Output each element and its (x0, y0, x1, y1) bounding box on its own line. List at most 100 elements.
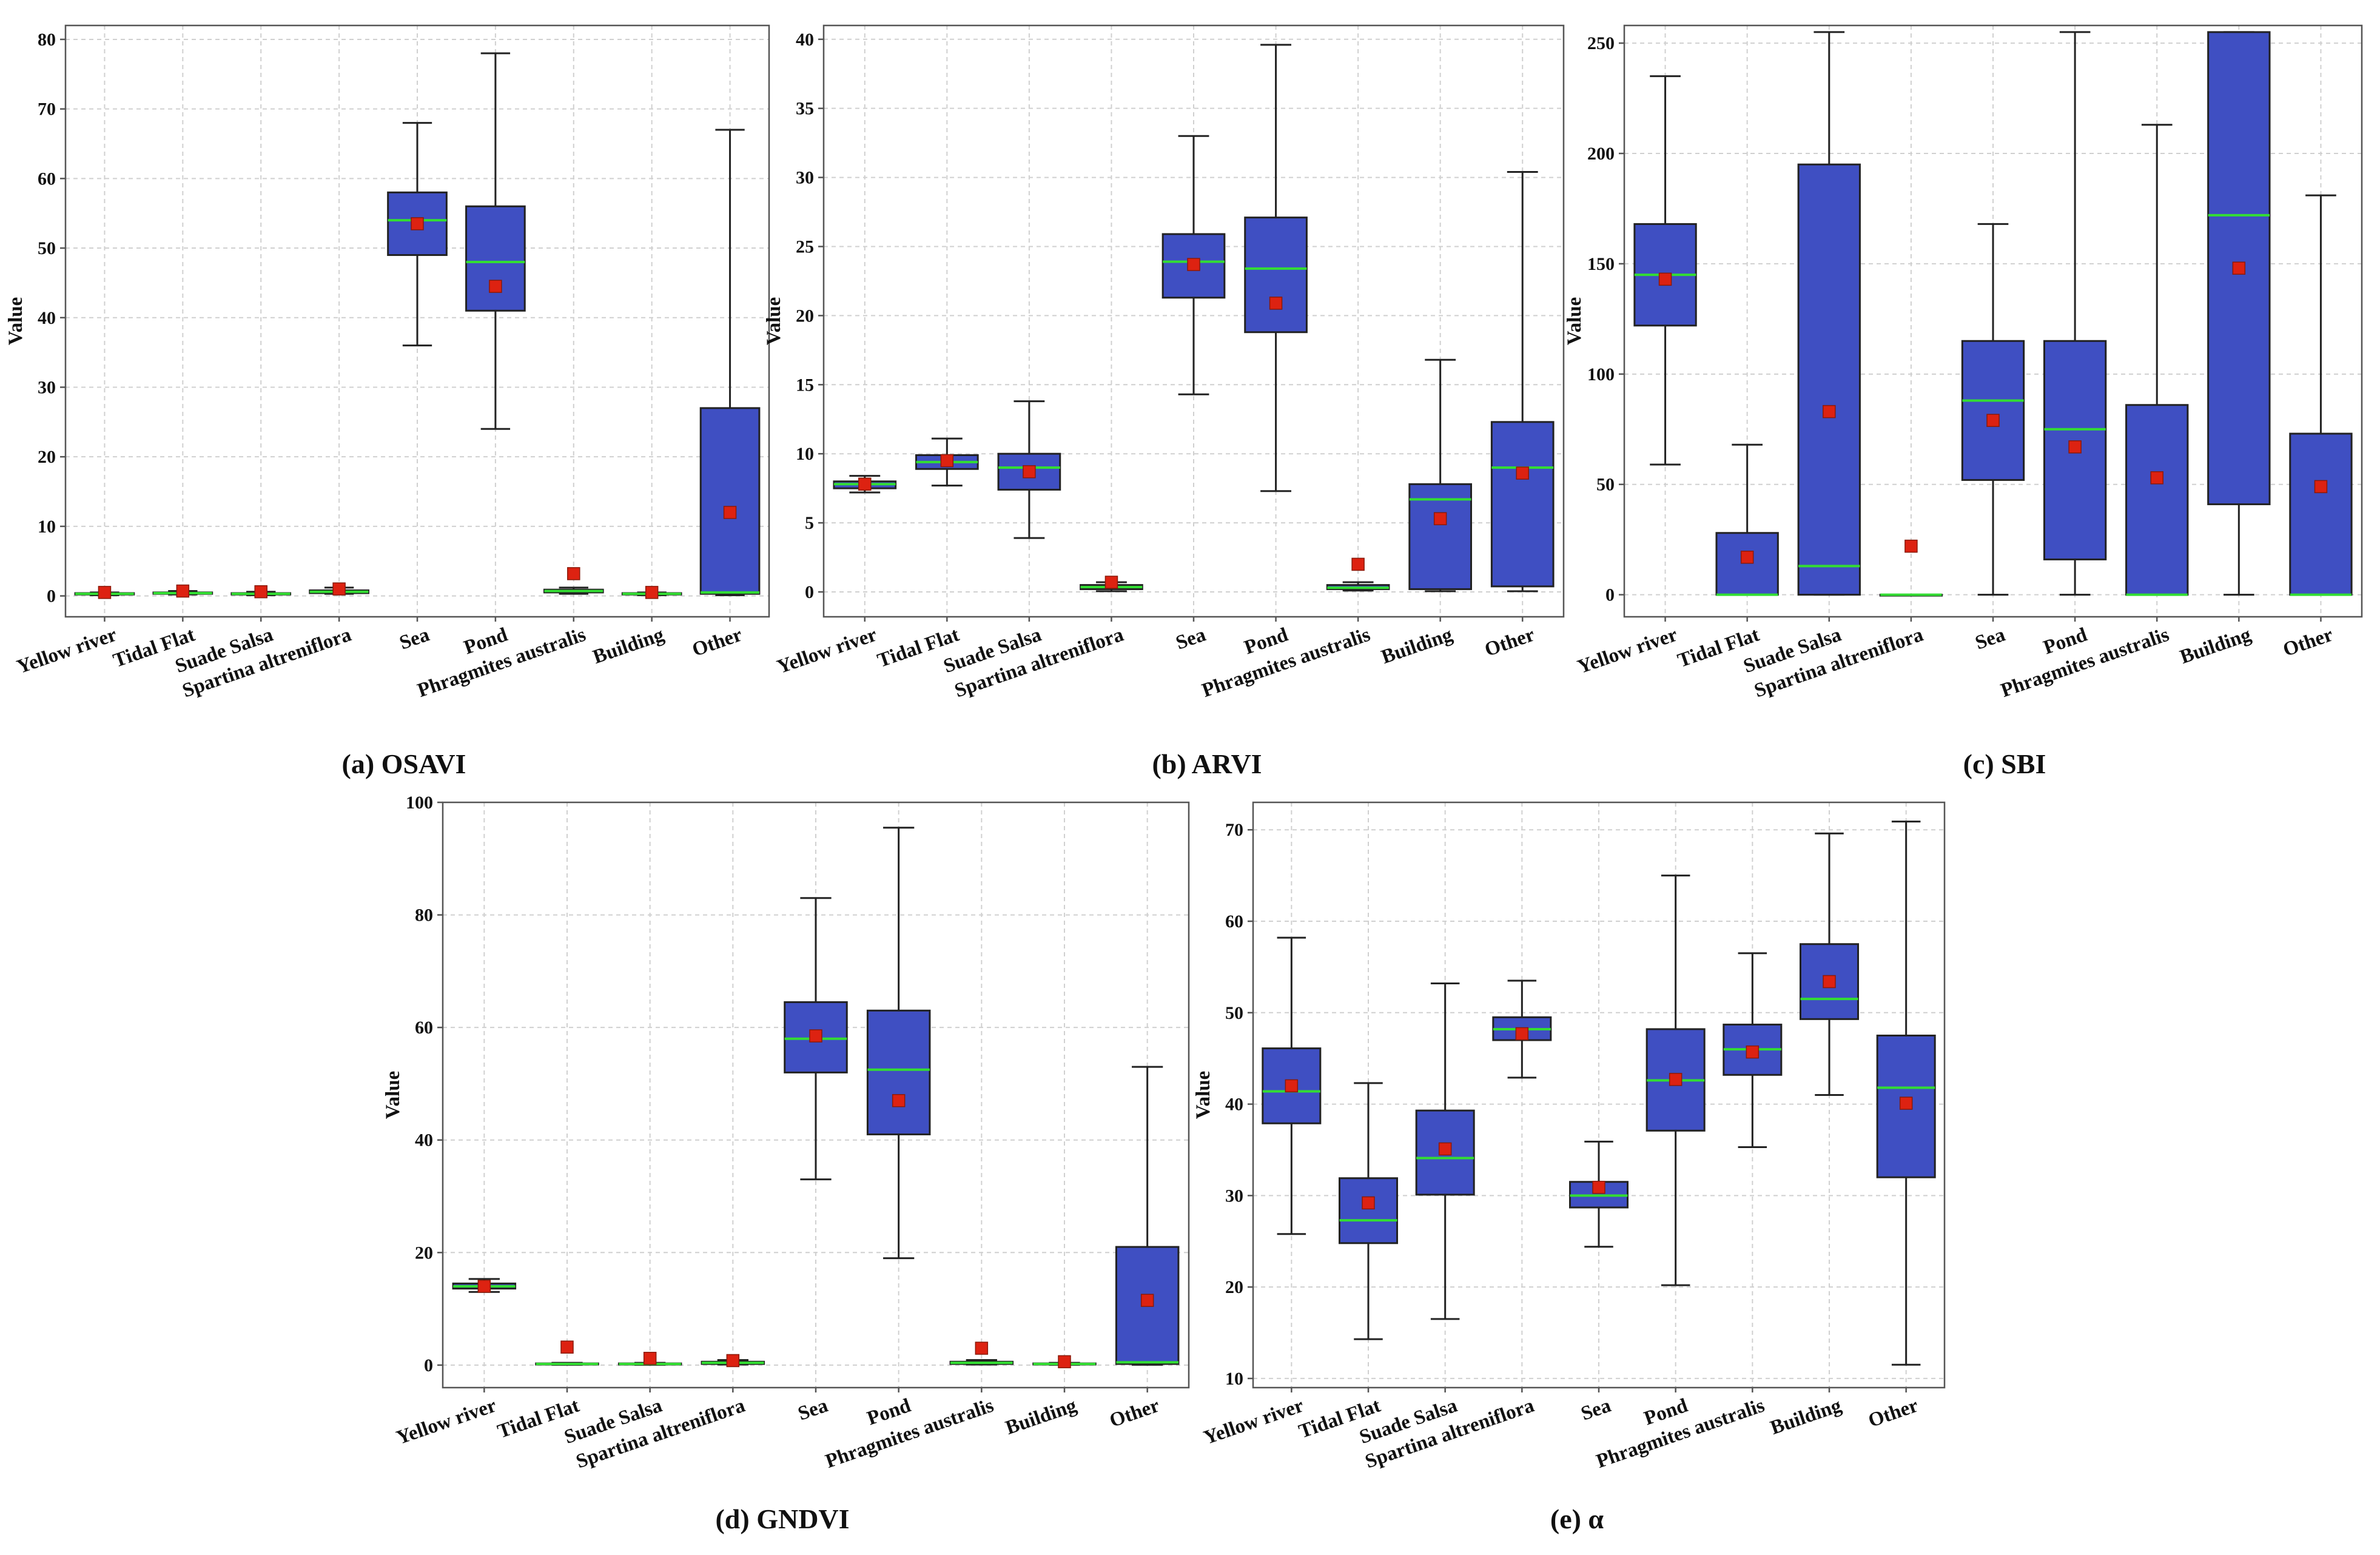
mean-marker (1104, 576, 1118, 589)
y-tick-label: 100 (1587, 364, 1615, 385)
x-category-label: Other (1866, 1395, 1921, 1432)
y-tick-label: 0 (424, 1355, 433, 1375)
y-tick-label: 10 (1225, 1369, 1243, 1389)
mean-marker (1823, 405, 1836, 418)
panel-caption: (d) GNDVI (715, 1503, 849, 1534)
x-category-label: Yellow river (775, 624, 880, 679)
x-category-label: Sea (1578, 1395, 1614, 1425)
y-axis-label: Value (1564, 297, 1585, 345)
box-sea (387, 122, 448, 347)
mean-marker (2232, 261, 2246, 275)
y-tick-label: 200 (1587, 144, 1615, 164)
iqr-box (1715, 532, 1779, 596)
box-sea (1961, 223, 2025, 596)
y-tick-label: 60 (415, 1018, 433, 1038)
box-phragmites-australis (543, 567, 604, 595)
x-category-label: Building (1003, 1394, 1080, 1439)
y-tick-label: 100 (406, 793, 433, 813)
x-category-label: Sea (1972, 624, 2008, 654)
iqr-box (465, 205, 526, 312)
mean-marker (809, 1029, 822, 1043)
box-pond (465, 52, 526, 430)
y-tick-label: 250 (1587, 33, 1615, 53)
box-tidal-flat (1339, 1082, 1398, 1340)
panel-caption: (e) α (1550, 1503, 1604, 1534)
mean-marker (2314, 480, 2328, 494)
y-tick-label: 20 (1225, 1277, 1243, 1297)
x-category-label: Sea (795, 1395, 831, 1425)
box-yellow-river (1262, 936, 1322, 1235)
box-tidal-flat (152, 584, 213, 598)
mean-marker (1986, 414, 2000, 427)
mean-marker (1058, 1355, 1071, 1369)
x-category-label: Sea (397, 624, 432, 654)
x-category-label: Yellow river (1201, 1395, 1306, 1449)
y-tick-label: 20 (796, 306, 814, 326)
iqr-box (1339, 1177, 1398, 1244)
mean-marker (975, 1342, 989, 1355)
y-tick-label: 150 (1587, 254, 1615, 274)
mean-marker (2068, 440, 2082, 454)
box-spartina-altreniflora (1879, 539, 1943, 597)
box-building (1032, 1355, 1097, 1369)
mean-marker (892, 1094, 906, 1107)
box-yellow-river (74, 586, 135, 599)
box-pond (2043, 31, 2107, 596)
x-category-label: Building (2177, 623, 2254, 668)
mean-marker (1285, 1079, 1299, 1093)
mean-marker (411, 217, 424, 230)
y-tick-label: 80 (415, 905, 433, 925)
y-tick-label: 40 (415, 1130, 433, 1150)
y-tick-label: 80 (38, 30, 56, 50)
mean-marker (1899, 1097, 1913, 1110)
box-spartina-altreniflora (1080, 576, 1143, 593)
box-yellow-river (833, 475, 897, 494)
mean-marker (1823, 975, 1836, 989)
box-spartina-altreniflora (701, 1354, 765, 1368)
y-tick-label: 35 (796, 99, 814, 119)
mean-marker (1269, 297, 1283, 310)
iqr-box (1797, 163, 1861, 596)
x-category-label: Building (1379, 623, 1456, 668)
mean-marker (645, 586, 659, 599)
box-building (621, 586, 682, 599)
box-yellow-river (1633, 75, 1697, 466)
iqr-box (866, 1009, 931, 1135)
mean-marker (1658, 272, 1672, 286)
box-yellow-river (452, 1278, 517, 1293)
y-tick-label: 40 (796, 30, 814, 50)
box-other (2289, 194, 2353, 596)
box-suade-salsa (1797, 31, 1861, 596)
mean-marker (489, 280, 502, 293)
mean-marker (1023, 465, 1036, 479)
box-pond (1244, 44, 1308, 492)
y-tick-label: 30 (38, 377, 56, 397)
y-tick-label: 20 (38, 447, 56, 467)
y-tick-label: 50 (1596, 475, 1615, 495)
box-other (699, 129, 761, 596)
x-category-label: Yellow river (1575, 624, 1680, 679)
mean-marker (1746, 1045, 1760, 1059)
panel-caption: (c) SBI (1963, 748, 2046, 779)
panel-caption: (b) ARVI (1152, 748, 1262, 779)
iqr-box (1244, 217, 1308, 334)
iqr-box (1415, 1109, 1475, 1196)
mean-marker (254, 585, 267, 599)
mean-marker (1592, 1181, 1605, 1194)
y-tick-label: 10 (796, 444, 814, 464)
y-axis-label: Value (763, 297, 785, 345)
mean-marker (567, 567, 580, 580)
y-tick-label: 40 (1225, 1095, 1243, 1115)
mean-marker (1515, 1027, 1529, 1041)
box-tidal-flat (915, 437, 979, 487)
y-tick-label: 70 (1225, 820, 1243, 840)
box-building (2207, 31, 2271, 596)
y-axis-label: Value (1192, 1071, 1214, 1119)
mean-marker (643, 1352, 657, 1365)
x-category-label: Building (1767, 1394, 1844, 1439)
mean-marker (98, 586, 112, 599)
x-category-label: Other (1107, 1395, 1162, 1432)
box-sea (1569, 1140, 1629, 1248)
